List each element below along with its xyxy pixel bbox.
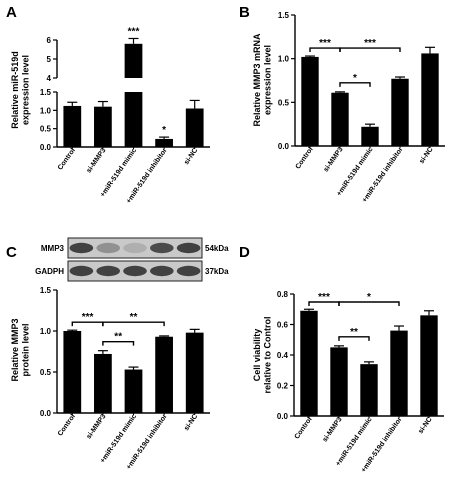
y-tick-label: 0.4: [277, 351, 289, 360]
significance-bracket: [338, 301, 400, 306]
bar: [124, 369, 143, 413]
blot-band: [176, 242, 201, 254]
y-axis-title: Relative MMP3protein level: [10, 318, 30, 381]
bar: [94, 353, 112, 413]
significance-label: **: [350, 327, 358, 338]
y-tick-label: 1.0: [40, 327, 52, 336]
significance-label: *: [367, 292, 371, 303]
bar: [155, 336, 173, 413]
y-tick-label: 1.5: [278, 11, 290, 20]
y-tick-label: 0.5: [278, 98, 290, 107]
y-tick-label: 0.5: [40, 125, 52, 134]
significance-label: **: [114, 332, 122, 343]
bar: [124, 43, 143, 78]
significance-label: ***: [318, 292, 330, 303]
significance-bracket: [102, 321, 165, 327]
bar: [360, 364, 378, 416]
bar: [300, 310, 318, 416]
bar: [185, 108, 204, 147]
y-axis-title: Relative miR-519dexpression level: [10, 51, 30, 129]
y-tick-label: 6: [47, 36, 52, 45]
bar: [330, 347, 348, 416]
y-tick-label: 0.5: [40, 368, 52, 377]
y-tick-label: 0.0: [277, 412, 289, 421]
significance-label: ***: [319, 38, 331, 49]
blot-band: [150, 265, 174, 277]
blot-band: [96, 242, 120, 254]
bar: [420, 315, 438, 416]
blot-band: [123, 242, 147, 254]
panel-letter: C: [6, 244, 17, 261]
panel-letter: B: [239, 4, 250, 21]
blot-band: [69, 265, 94, 277]
y-tick-label: 4: [47, 74, 52, 83]
panel-letter: D: [239, 244, 250, 261]
bar: [391, 78, 409, 146]
blot-protein-label: MMP3: [41, 244, 65, 253]
significance-label: *: [353, 73, 357, 84]
significance-label: ***: [128, 26, 140, 37]
significance-label: *: [162, 125, 166, 136]
blot-protein-label: GADPH: [35, 267, 64, 276]
significance-bracket: [338, 336, 370, 341]
y-tick-label: 1.5: [40, 286, 52, 295]
y-tick-label: 0.6: [277, 321, 289, 330]
blot-band: [69, 242, 94, 254]
bar: [421, 53, 439, 146]
y-tick-label: 5: [47, 55, 52, 64]
panel-letter: A: [6, 4, 17, 21]
bar: [63, 105, 82, 147]
bar: [361, 126, 379, 146]
bar: [155, 138, 173, 147]
bar: [94, 106, 112, 147]
y-tick-label: 0.0: [40, 143, 52, 152]
blot-band: [123, 265, 147, 277]
blot-band: [150, 242, 174, 254]
y-tick-label: 1.5: [40, 88, 52, 97]
significance-bracket: [339, 47, 401, 53]
y-tick-label: 0.0: [278, 142, 290, 151]
y-tick-label: 1.0: [40, 106, 52, 115]
blot-size-label: 54kDa: [205, 244, 229, 253]
bar-lower-segment: [124, 92, 143, 147]
significance-label: ***: [82, 312, 94, 323]
y-axis-title: Cell viabilityrelative to Control: [252, 316, 272, 393]
y-axis-title: Relative MMP3 mRNAexpression level: [252, 33, 272, 127]
significance-label: ***: [364, 38, 376, 49]
y-tick-label: 0.8: [277, 290, 289, 299]
bar: [185, 332, 204, 413]
significance-bracket: [339, 82, 371, 87]
y-tick-label: 0.0: [40, 409, 52, 418]
blot-size-label: 37kDa: [205, 267, 229, 276]
significance-label: **: [130, 312, 138, 323]
bar: [301, 56, 319, 146]
blot-band: [96, 265, 120, 277]
significance-bracket: [102, 340, 135, 346]
y-tick-label: 0.2: [277, 382, 289, 391]
blot-band: [176, 265, 201, 277]
bar: [331, 92, 349, 146]
bar: [390, 330, 408, 416]
bar: [63, 331, 82, 413]
y-tick-label: 1.0: [278, 55, 290, 64]
